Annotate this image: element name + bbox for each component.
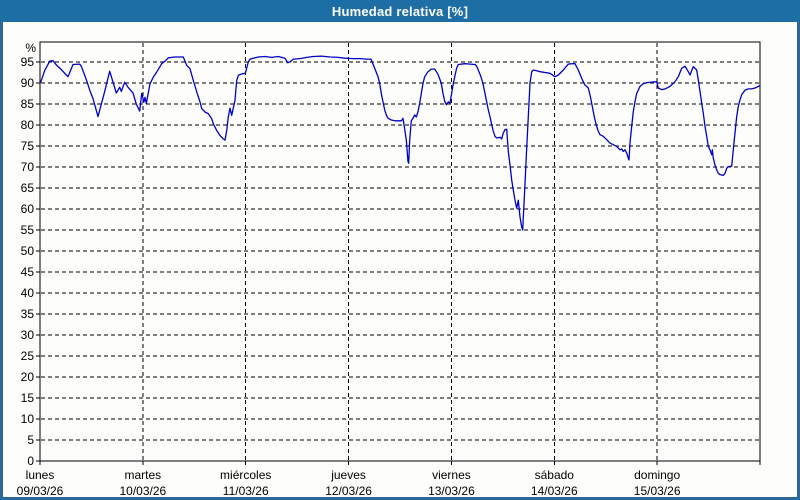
- y-axis: 0 5 10 15 20 25 30 35 40 45 50 55 60 65 70 75 80 85 90 95%: [21, 41, 40, 468]
- y-tick-label: 5: [27, 433, 34, 447]
- x-day-name: miércoles: [220, 468, 271, 482]
- y-tick-label: 25: [21, 349, 35, 363]
- x-day-date: 13/03/26: [428, 484, 475, 498]
- y-tick-label: 80: [21, 118, 35, 132]
- y-tick-label: 50: [21, 244, 35, 258]
- y-tick-label: 20: [21, 370, 35, 384]
- y-tick-label: 60: [21, 202, 35, 216]
- y-tick-label: 15: [21, 391, 35, 405]
- y-tick-label: 75: [21, 139, 35, 153]
- y-axis-unit-label: %: [25, 41, 36, 55]
- humidity-line: [40, 55, 761, 231]
- x-day-date: 15/03/26: [634, 484, 681, 498]
- y-tick-label: 70: [21, 160, 35, 174]
- x-day-name: domingo: [634, 468, 680, 482]
- y-tick-label: 55: [21, 223, 35, 237]
- chart-title: Humedad relativa [%]: [331, 3, 469, 19]
- x-day-date: 10/03/26: [119, 484, 166, 498]
- window-titlebar: Humedad relativa [%]: [0, 0, 800, 22]
- x-day-name: sábado: [535, 468, 575, 482]
- y-tick-label: 65: [21, 181, 35, 195]
- y-tick-label: 90: [21, 76, 35, 90]
- gridlines: [41, 43, 759, 460]
- x-day-date: 11/03/26: [223, 484, 269, 498]
- y-tick-label: 45: [21, 265, 35, 279]
- y-tick-label: 40: [21, 286, 35, 300]
- y-tick-label: 30: [21, 328, 35, 342]
- humidity-series-path: [40, 55, 761, 231]
- x-day-name: lunes: [26, 468, 55, 482]
- x-day-date: 09/03/26: [17, 484, 64, 498]
- x-day-date: 14/03/26: [531, 484, 578, 498]
- y-tick-label: 0: [27, 454, 34, 468]
- x-day-date: 12/03/26: [325, 484, 372, 498]
- y-tick-label: 10: [21, 412, 35, 426]
- y-tick-label: 35: [21, 307, 35, 321]
- y-tick-label: 95: [21, 55, 35, 69]
- y-tick-label: 85: [21, 97, 35, 111]
- x-axis: lunes 09/03/26 martes 10/03/26 miércoles 11/0…: [17, 461, 761, 498]
- x-day-name: viernes: [432, 468, 471, 482]
- x-day-name: jueves: [330, 468, 366, 482]
- x-day-name: martes: [125, 468, 162, 482]
